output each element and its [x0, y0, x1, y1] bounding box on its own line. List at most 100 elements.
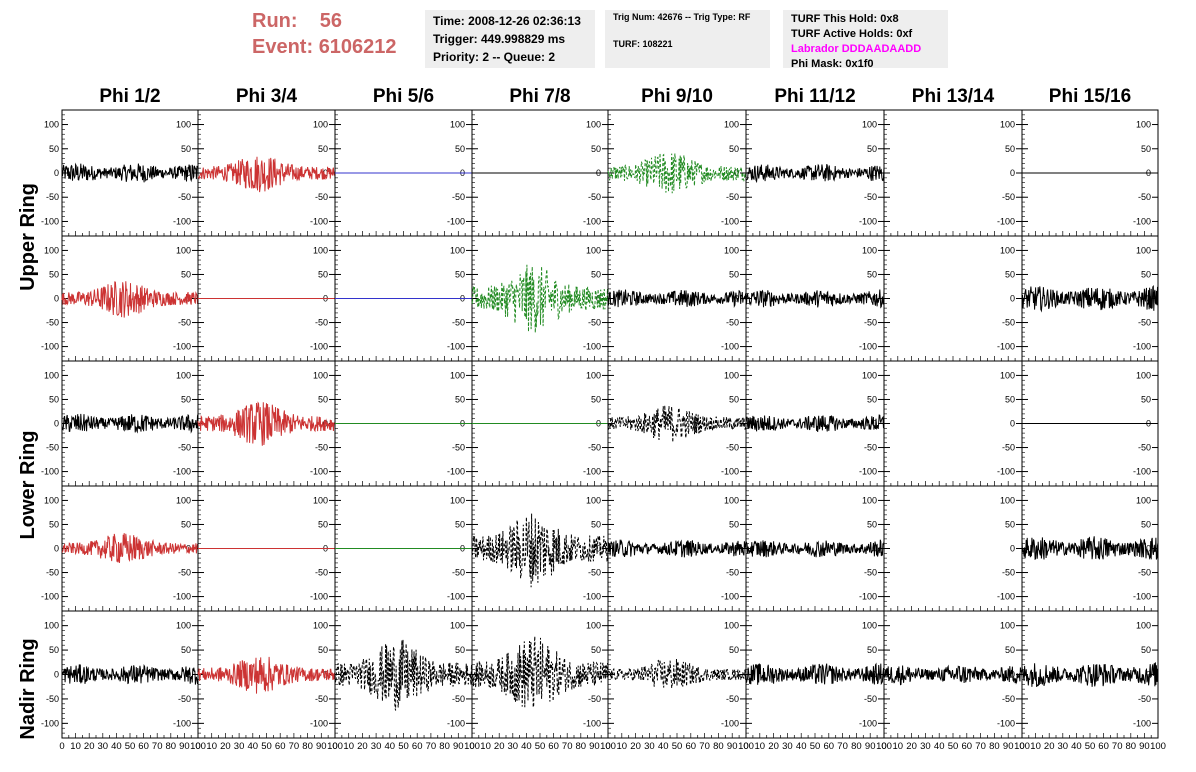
- x-tick-label-c4: 50: [535, 741, 546, 752]
- panel-r1-c8-ytick-label-right: -50: [1138, 192, 1151, 202]
- x-tick-label-c8: 80: [1126, 741, 1137, 752]
- x-tick-label-c8: 90: [1139, 741, 1150, 752]
- event-value: 6106212: [318, 36, 397, 58]
- run-value: 56: [319, 10, 343, 32]
- turf-hold-line: TURF This Hold: 0x8: [791, 13, 899, 25]
- panel-r2-c6-ytick-label-right: -100: [859, 342, 877, 352]
- panel-r1-c2-ytick-label-right: 50: [318, 144, 328, 154]
- x-tick-label-c4: 80: [576, 741, 587, 752]
- panel-r3-c6-waveform: [745, 414, 885, 432]
- x-tick-label-c4: 60: [548, 741, 559, 752]
- panel-r5-c2-ytick-label-right: -100: [310, 718, 328, 728]
- panel-r1-c7-ytick-label-right: -100: [997, 216, 1015, 226]
- x-tick-label-c1: 90: [179, 741, 190, 752]
- panel-r1-c6-ytick-label-right: 50: [867, 144, 877, 154]
- panel-r3-c8-ytick-label-right: 50: [1141, 394, 1151, 404]
- panel-r4-c4-ytick-label-right: 0: [596, 544, 601, 554]
- panel-r1-c1-ytick-label: -50: [46, 192, 59, 202]
- panel-r2-c8-waveform: [1021, 284, 1159, 313]
- x-tick-label-c1: 40: [111, 741, 122, 752]
- panel-r5-c1-ytick-label: -100: [41, 718, 59, 728]
- x-tick-label-c4: 20: [494, 741, 505, 752]
- panel-r4-c1-ytick-label: -100: [41, 592, 59, 602]
- x-tick-label-c4: 40: [521, 741, 532, 752]
- panel-r5-c5-ytick-label-right: 0: [734, 670, 739, 680]
- panel-r3-c2-ytick-label-right: -100: [310, 467, 328, 477]
- panel-r1-c6-ytick-label-right: 100: [862, 120, 877, 130]
- panel-r4-c3-ytick-label-right: 100: [450, 495, 465, 505]
- panel-r4-c8-ytick-label-right: -50: [1138, 568, 1151, 578]
- panel-r1-c5-ytick-label-right: 0: [734, 168, 739, 178]
- column-header-phi-15-16: Phi 15/16: [1048, 86, 1132, 107]
- panel-r3-c3-ytick-label-right: -100: [447, 467, 465, 477]
- panel-r2-c2-ytick-label-right: 50: [318, 269, 328, 279]
- panel-r3-c6-ytick-label-right: 100: [862, 370, 877, 380]
- panel-r4-c1-ytick-label-right: -100: [173, 592, 191, 602]
- panel-r4-c5-ytick-label-right: -50: [726, 568, 739, 578]
- x-tick-label-c6: 70: [837, 741, 848, 752]
- x-tick-label-c4: 90: [589, 741, 600, 752]
- panel-r2-c6-ytick-label-right: -50: [864, 318, 877, 328]
- panel-r1-c5-ytick-label-right: 100: [724, 120, 739, 130]
- panel-r4-c2-ytick-label-right: 100: [313, 495, 328, 505]
- panel-r1-c7-ytick-label-right: -50: [1002, 192, 1015, 202]
- x-tick-label-c8: 20: [1044, 741, 1055, 752]
- panel-r5-c4-ytick-label-right: -100: [583, 718, 601, 728]
- panel-r3-c2-ytick-label-right: -50: [315, 443, 328, 453]
- panel-r2-c4-ytick-label-right: -100: [583, 342, 601, 352]
- x-tick-label-c4: 10: [480, 741, 491, 752]
- panel-r4-c7-ytick-label-right: -50: [1002, 568, 1015, 578]
- panel-r3-c7-ytick-label-right: -100: [997, 467, 1015, 477]
- panel-r4-c6-waveform: [745, 539, 885, 558]
- panel-r5-c6-ytick-label-right: -100: [859, 718, 877, 728]
- panel-r5-c1-ytick-label-right: 100: [176, 621, 191, 631]
- x-tick-label-c7: 0: [881, 741, 886, 752]
- panel-r1-c1-ytick-label-right: -100: [173, 216, 191, 226]
- panel-r3-c1-ytick-label: 100: [44, 370, 59, 380]
- x-tick-label-c6: 80: [851, 741, 862, 752]
- panel-r5-c7-ytick-label-right: 50: [1005, 645, 1015, 655]
- phi-mask-line: Phi Mask: 0x1f0: [791, 58, 874, 68]
- panel-r5-c5-ytick-label-right: -50: [726, 694, 739, 704]
- panel-r1-c3-ytick-label-right: 100: [450, 120, 465, 130]
- panel-r4-c3-ytick-label-right: -100: [447, 592, 465, 602]
- panel-r5-c1-ytick-label-right: -100: [173, 718, 191, 728]
- panel-r2-c3-ytick-label-right: -50: [452, 318, 465, 328]
- panel-r4-c8-ytick-label-right: 0: [1146, 544, 1151, 554]
- panel-r3-c5-ytick-label-right: -50: [726, 443, 739, 453]
- panel-r3-c5-ytick-label-right: -100: [721, 467, 739, 477]
- panel-r5-c7-ytick-label-right: -50: [1002, 694, 1015, 704]
- panel-r5-c6-ytick-label-right: 100: [862, 621, 877, 631]
- panel-r1-c2-ytick-label-right: 0: [323, 168, 328, 178]
- x-tick-label-c1: 50: [125, 741, 136, 752]
- panel-r5-c3-ytick-label-right: -50: [452, 694, 465, 704]
- panel-r1-c1-ytick-label-right: -50: [178, 192, 191, 202]
- panel-r4-c7-ytick-label-right: 0: [1010, 544, 1015, 554]
- panel-r3-c1-ytick-label: 0: [54, 419, 59, 429]
- x-tick-label-c3: 60: [412, 741, 423, 752]
- panel-r4-c8-ytick-label-right: 100: [1136, 495, 1151, 505]
- panel-r2-c8-ytick-label-right: -50: [1138, 318, 1151, 328]
- x-tick-label-c3: 50: [398, 741, 409, 752]
- panel-r4-c1-ytick-label-right: -50: [178, 568, 191, 578]
- panel-r2-c6-ytick-label-right: 100: [862, 245, 877, 255]
- panel-r3-c2-ytick-label-right: 50: [318, 394, 328, 404]
- panel-r1-c4-ytick-label-right: -100: [583, 216, 601, 226]
- x-tick-label-c6: 20: [768, 741, 779, 752]
- x-tick-label-c5: 90: [727, 741, 738, 752]
- priority-line: Priority: 2 -- Queue: 2: [433, 50, 556, 64]
- panel-r4-c5-waveform: [607, 539, 747, 558]
- panel-r1-c3-ytick-label-right: -50: [452, 192, 465, 202]
- time-info-box: Time: 2008-12-26 02:36:13 Trigger: 449.9…: [425, 10, 595, 68]
- x-tick-label-c8: 40: [1071, 741, 1082, 752]
- x-tick-label-c6: 60: [824, 741, 835, 752]
- panel-r2-c1-ytick-label-right: -100: [173, 342, 191, 352]
- x-tick-label-c5: 70: [699, 741, 710, 752]
- x-tick-label-c5: 50: [672, 741, 683, 752]
- panel-r4-c7-ytick-label-right: 100: [1000, 495, 1015, 505]
- panel-r5-c3-ytick-label-right: 50: [455, 645, 465, 655]
- x-tick-label-c2: 80: [302, 741, 313, 752]
- panel-r3-c1-ytick-label-right: -100: [173, 467, 191, 477]
- x-tick-label-c8: 30: [1058, 741, 1069, 752]
